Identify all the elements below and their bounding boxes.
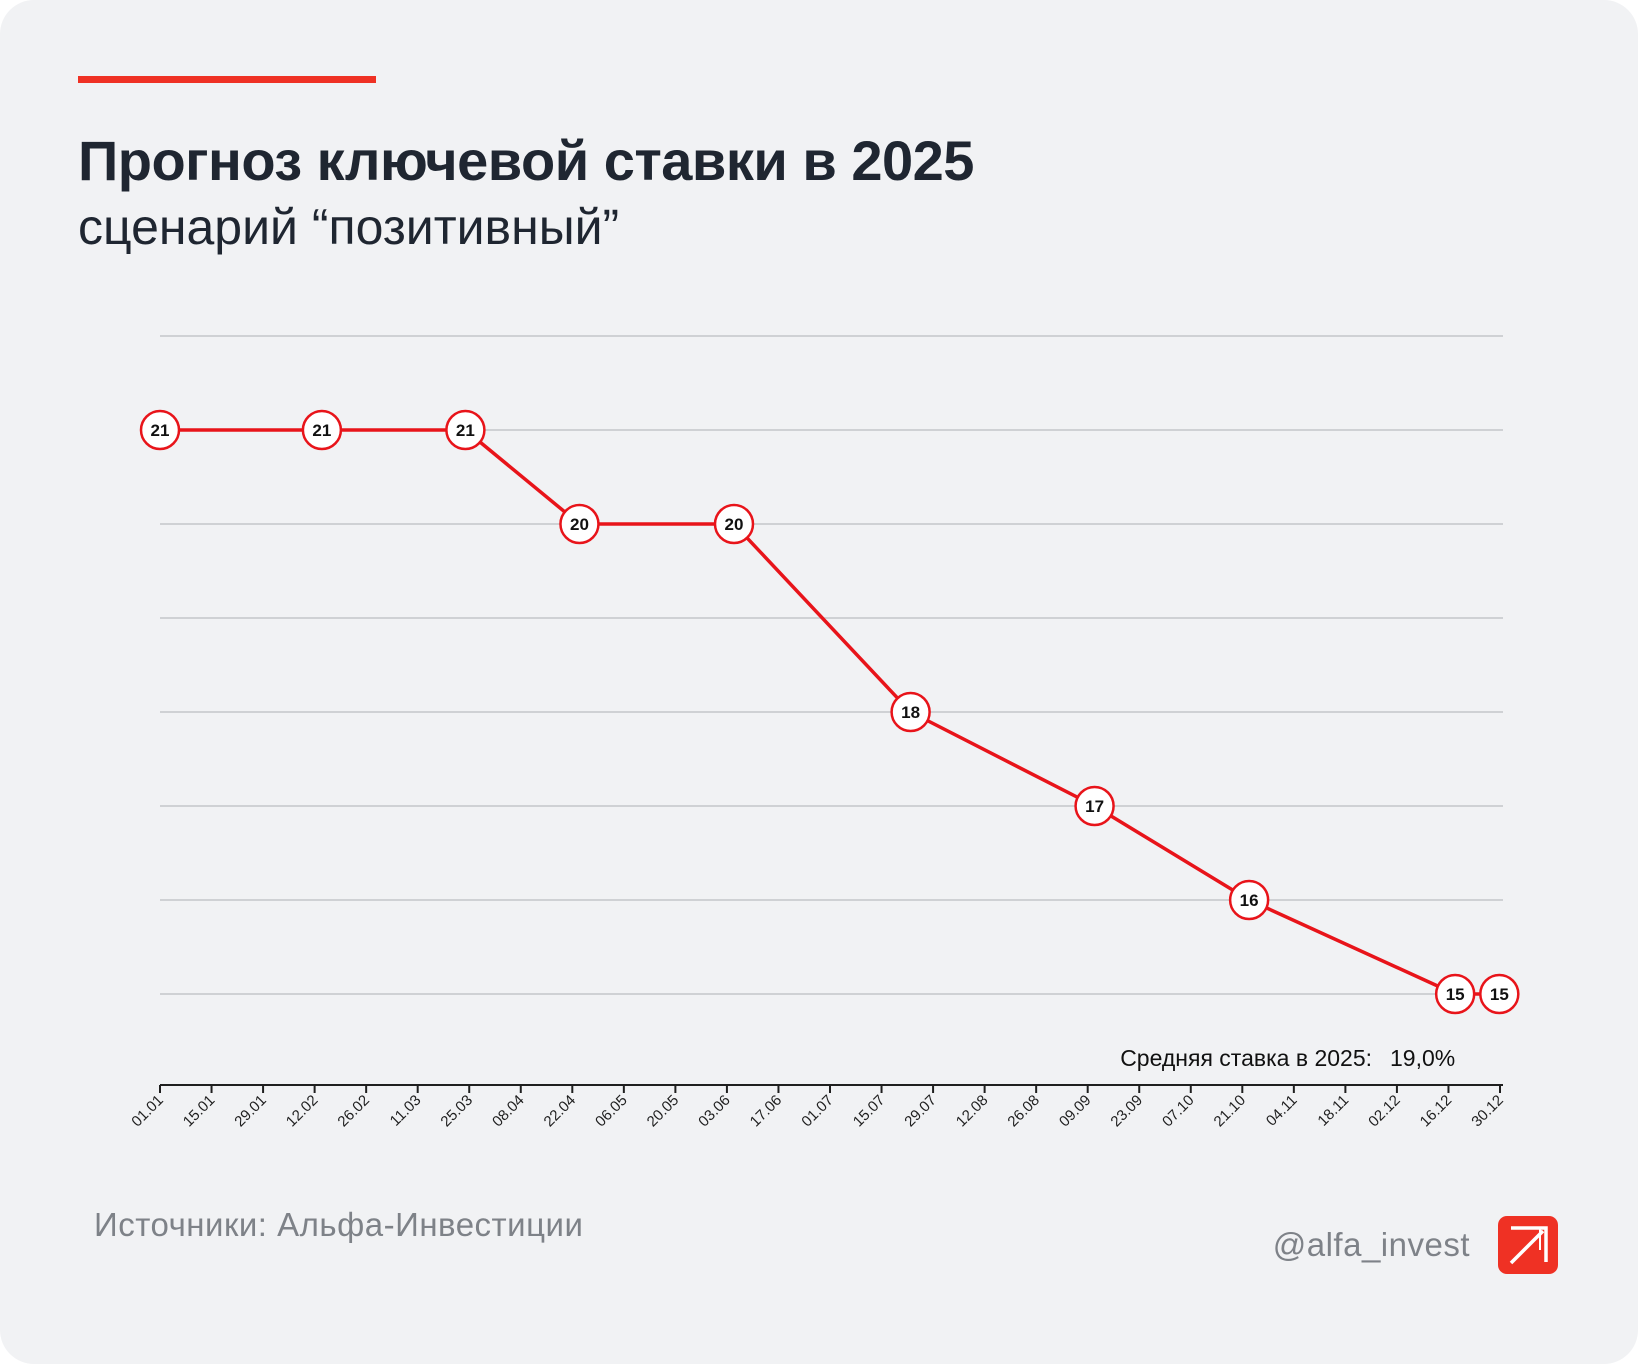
x-tick-label: 30.12 — [1468, 1092, 1507, 1131]
alfa-arrow-logo-icon — [1498, 1216, 1558, 1274]
data-point — [1479, 973, 1520, 1015]
data-label: 15 — [1446, 985, 1465, 1004]
data-point — [139, 409, 181, 451]
chart-subtitle: сценарий “позитивный” — [78, 199, 620, 255]
data-point — [445, 409, 486, 451]
data-label: 20 — [725, 515, 744, 534]
accent-bar — [78, 76, 376, 83]
x-tick-label: 01.01 — [128, 1092, 167, 1131]
x-tick-label: 06.05 — [592, 1092, 631, 1131]
data-label: 18 — [901, 703, 920, 722]
x-tick-label: 29.07 — [901, 1092, 940, 1131]
x-tick-label: 16.12 — [1417, 1092, 1456, 1131]
data-label: 20 — [570, 515, 589, 534]
data-label: 17 — [1085, 797, 1104, 816]
x-tick-label: 26.08 — [1004, 1092, 1043, 1131]
source-note: Источники: Альфа-Инвестиции — [94, 1206, 584, 1243]
data-point — [559, 503, 600, 545]
x-tick-label: 23.09 — [1107, 1092, 1146, 1131]
x-tick-label: 01.07 — [798, 1092, 837, 1131]
x-tick-label: 17.06 — [747, 1092, 786, 1131]
x-tick-label: 22.04 — [541, 1092, 580, 1131]
data-point — [713, 503, 755, 545]
x-tick-label: 15.01 — [180, 1092, 219, 1131]
x-tick-label: 12.02 — [283, 1092, 322, 1131]
x-tick-label: 02.12 — [1365, 1092, 1404, 1131]
x-tick-label: 08.04 — [489, 1092, 528, 1131]
x-tick-label: 18.11 — [1314, 1092, 1352, 1130]
x-tick-label: 29.01 — [231, 1092, 270, 1131]
data-label: 21 — [456, 421, 475, 440]
x-tick-label: 11.03 — [387, 1092, 425, 1130]
social-handle[interactable]: @alfa_invest — [1272, 1226, 1470, 1263]
x-tick-label: 20.05 — [644, 1092, 683, 1131]
x-tick-label: 07.10 — [1159, 1092, 1198, 1131]
x-tick-label: 25.03 — [437, 1092, 476, 1131]
x-tick-label: 04.11 — [1263, 1092, 1301, 1130]
data-point — [1434, 973, 1476, 1015]
data-point — [890, 691, 931, 733]
data-point — [1074, 785, 1115, 827]
x-tick-label: 03.06 — [695, 1092, 734, 1131]
x-tick-label: 21.10 — [1211, 1092, 1250, 1131]
data-label: 21 — [151, 421, 170, 440]
chart-title: Прогноз ключевой ставки в 2025 — [78, 129, 974, 192]
x-tick-label: 12.08 — [953, 1092, 992, 1131]
average-rate-label: Средняя ставка в 2025: — [1120, 1045, 1372, 1071]
average-rate-value: 19,0% — [1390, 1045, 1455, 1071]
x-tick-label: 26.02 — [334, 1092, 373, 1131]
x-tick-label: 15.07 — [850, 1092, 889, 1131]
data-point — [1228, 879, 1270, 921]
data-point — [301, 409, 343, 451]
data-label: 15 — [1490, 985, 1509, 1004]
x-tick-label: 09.09 — [1056, 1092, 1095, 1131]
data-label: 21 — [312, 421, 331, 440]
series-line — [160, 428, 1500, 996]
data-label: 16 — [1240, 891, 1259, 910]
